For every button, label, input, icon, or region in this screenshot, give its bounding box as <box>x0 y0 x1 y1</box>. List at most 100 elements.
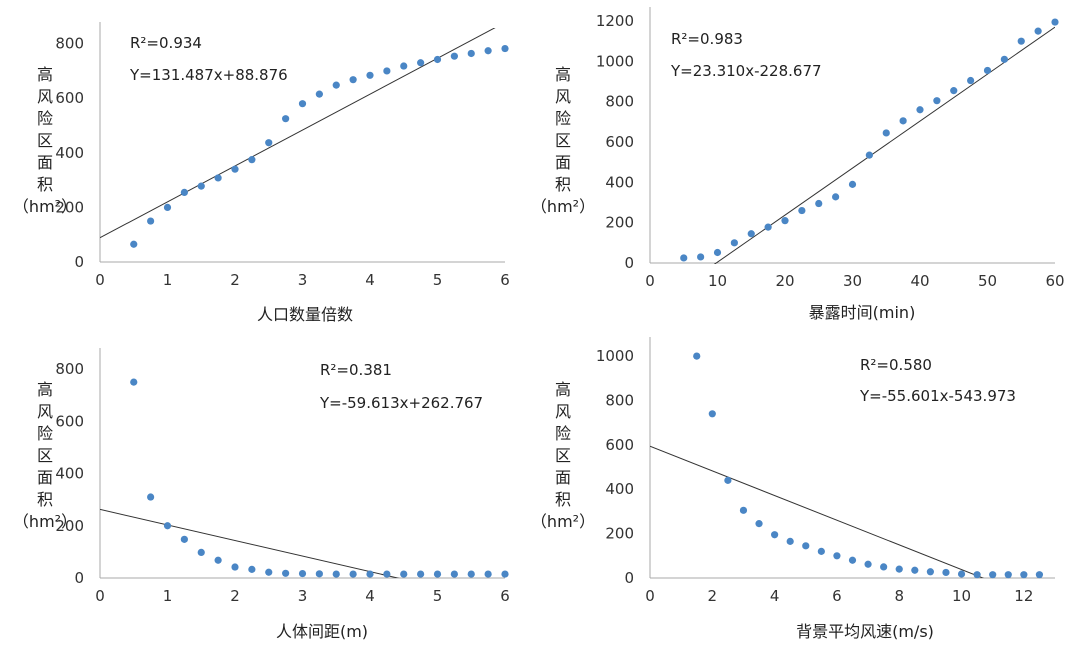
data-point <box>911 566 919 574</box>
data-point <box>1035 571 1044 579</box>
y-axis-title-char: 面 <box>37 153 53 172</box>
y-axis-title-char: 积 <box>555 175 571 194</box>
y-tick-label: 0 <box>74 569 84 587</box>
x-tick-label: 2 <box>230 271 240 289</box>
r-squared-label: R²=0.983 <box>671 30 743 48</box>
y-tick-label: 0 <box>624 569 634 587</box>
y-tick-label: 0 <box>624 254 634 272</box>
x-tick-label: 0 <box>95 271 105 289</box>
x-tick-label: 40 <box>910 272 929 290</box>
x-tick-label: 1 <box>163 587 173 605</box>
data-point <box>231 165 239 173</box>
data-point <box>815 199 823 208</box>
data-point <box>248 565 256 573</box>
trendline <box>100 28 496 239</box>
data-point <box>1034 27 1042 35</box>
data-point <box>147 493 155 501</box>
y-tick-label: 0 <box>74 253 84 271</box>
data-point <box>848 556 857 564</box>
data-point <box>771 531 779 539</box>
y-axis-unit: （hm²） <box>531 197 595 216</box>
data-point <box>895 565 903 573</box>
x-tick-label: 6 <box>500 271 510 289</box>
y-axis-title-char: 险 <box>555 109 571 128</box>
data-point <box>298 569 307 578</box>
y-axis-title-char: 区 <box>37 446 53 465</box>
y-tick-label: 800 <box>605 93 634 111</box>
y-axis-title-char: 区 <box>555 446 571 465</box>
regression-equation-label: Y=-59.613x+262.767 <box>319 394 483 412</box>
data-point <box>739 506 748 514</box>
data-point <box>214 556 222 564</box>
data-point <box>450 52 458 60</box>
x-tick-label: 2 <box>230 587 240 605</box>
x-tick-label: 4 <box>770 587 780 605</box>
data-point <box>180 535 188 543</box>
y-axis-title-char: 面 <box>555 153 571 172</box>
data-point <box>708 410 716 418</box>
x-tick-label: 6 <box>500 587 510 605</box>
y-tick-label: 600 <box>605 133 634 151</box>
regression-equation-label: Y=23.310x-228.677 <box>670 62 822 80</box>
data-point <box>755 520 763 528</box>
data-point <box>433 55 442 64</box>
y-axis-title-char: 面 <box>37 468 53 487</box>
data-point <box>926 568 934 576</box>
data-point <box>231 563 239 571</box>
data-point <box>1020 571 1028 579</box>
regression-equation-label: Y=131.487x+88.876 <box>129 66 288 84</box>
y-tick-label: 600 <box>55 89 84 107</box>
y-tick-label: 800 <box>605 391 634 409</box>
data-point <box>973 571 981 579</box>
data-point <box>400 570 408 578</box>
data-point <box>989 571 997 579</box>
y-tick-label: 400 <box>55 465 84 483</box>
y-axis-unit: （hm²） <box>13 512 77 531</box>
data-point <box>882 129 890 137</box>
x-tick-label: 5 <box>433 271 443 289</box>
data-point <box>282 115 290 123</box>
y-axis-title-char: 风 <box>37 87 53 106</box>
x-tick-label: 2 <box>708 587 718 605</box>
y-tick-label: 200 <box>55 517 84 535</box>
data-point <box>916 106 924 114</box>
x-tick-label: 0 <box>95 587 105 605</box>
data-point <box>802 542 810 550</box>
data-point <box>967 76 975 85</box>
data-point <box>332 81 340 89</box>
x-tick-label: 3 <box>298 587 308 605</box>
data-point <box>713 248 722 257</box>
trendline <box>650 445 985 578</box>
y-axis-title-char: 风 <box>555 402 571 421</box>
y-tick-label: 600 <box>605 436 634 454</box>
y-tick-label: 200 <box>605 525 634 543</box>
data-point <box>899 117 907 125</box>
chart-panel-4: 0 200 400 600 800 1000 0 2 4 6 8 10 12 背景平均风速(m/s) 高风险… <box>531 337 1055 641</box>
y-axis-title-char: 风 <box>555 87 571 106</box>
data-point <box>265 139 273 147</box>
data-point <box>724 476 732 484</box>
chart-panel-2: 0 200 400 600 800 1000 1200 0 10 20 30 40 50 60 暴露时间(m… <box>531 7 1065 322</box>
y-axis-title-char: 区 <box>555 131 571 150</box>
y-axis-title-char: 面 <box>555 468 571 487</box>
data-point <box>130 378 138 386</box>
data-point <box>248 156 256 164</box>
data-point <box>933 97 941 105</box>
data-point <box>332 570 340 578</box>
trendline <box>713 26 1055 264</box>
data-point <box>833 552 841 560</box>
x-tick-label: 5 <box>433 587 443 605</box>
data-point <box>349 570 357 578</box>
data-point <box>693 352 701 360</box>
y-tick-label: 1200 <box>596 12 634 30</box>
data-point <box>1051 18 1059 26</box>
x-tick-label: 30 <box>843 272 862 290</box>
data-point <box>983 66 992 75</box>
y-axis-title-char: 风 <box>37 402 53 421</box>
data-point <box>697 253 705 261</box>
data-point <box>730 239 738 247</box>
data-point <box>467 570 475 578</box>
data-point <box>383 67 391 75</box>
